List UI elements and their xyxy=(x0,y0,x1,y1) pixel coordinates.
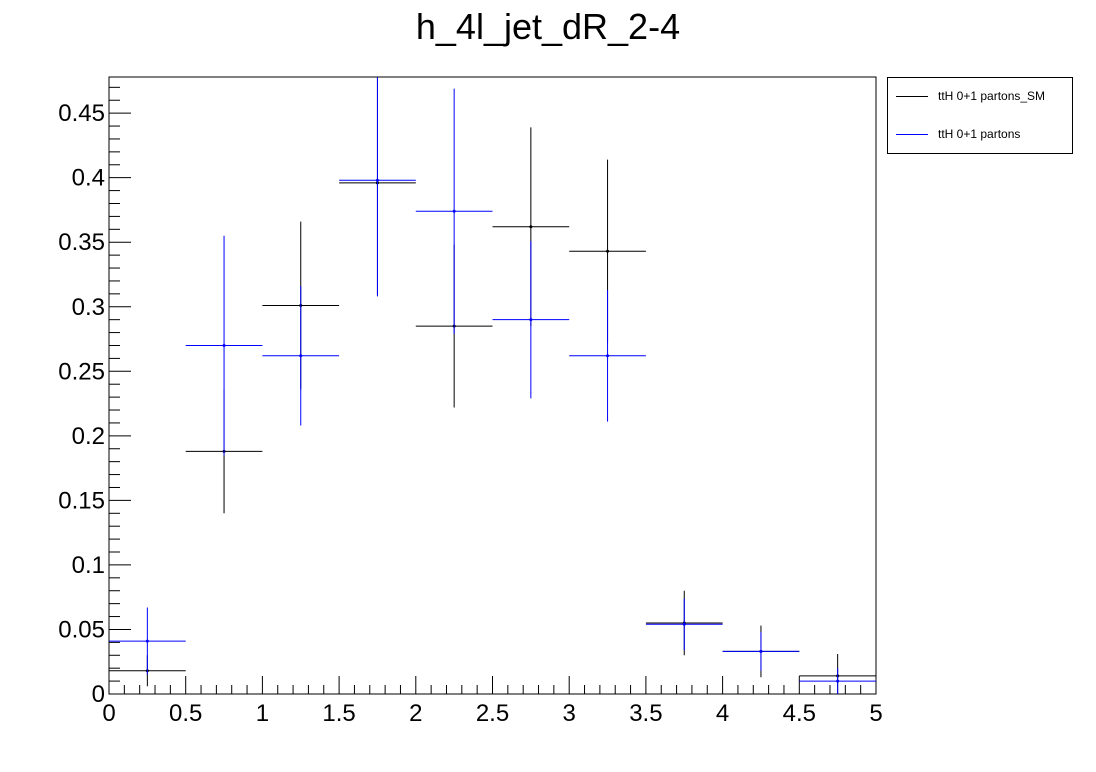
x-tick-label: 0.5 xyxy=(169,700,202,727)
x-tick-label: 4.5 xyxy=(783,700,816,727)
data-point xyxy=(529,225,533,229)
data-point xyxy=(759,649,763,653)
legend-label: ttH 0+1 partons xyxy=(938,127,1021,141)
y-tick-label: 0.4 xyxy=(72,165,105,192)
y-axis: 0 0.05 0.1 0.15 0.2 0.25 0.3 0.35 0.4 0.45 xyxy=(58,86,131,708)
legend-line-swatch xyxy=(896,133,928,135)
x-tick-label: 2 xyxy=(409,700,422,727)
y-tick-label: 0.3 xyxy=(72,294,105,321)
data-point xyxy=(222,343,226,347)
y-tick-label: 0.25 xyxy=(58,358,105,385)
y-tick-label: 0.45 xyxy=(58,100,105,127)
x-tick-label: 0 xyxy=(102,700,115,727)
y-tick-label: 0.05 xyxy=(58,616,105,643)
data-point xyxy=(606,249,610,253)
x-tick-label: 3.5 xyxy=(629,700,662,727)
chart-title: h_4l_jet_dR_2-4 xyxy=(415,6,681,47)
y-tick-label: 0.15 xyxy=(58,487,105,514)
data-point xyxy=(452,209,456,213)
legend: ttH 0+1 partons_SM ttH 0+1 partons xyxy=(887,77,1073,154)
series-ttH-0plus1-partons xyxy=(109,77,876,694)
x-tick-label: 1.5 xyxy=(322,700,355,727)
y-tick-label: 0 xyxy=(92,681,105,708)
data-point xyxy=(375,178,379,182)
y-tick-label: 0.35 xyxy=(58,229,105,256)
series-layer xyxy=(109,77,876,694)
data-point xyxy=(529,318,533,322)
legend-entry-sm: ttH 0+1 partons_SM xyxy=(896,86,1045,106)
y-tick-label: 0.2 xyxy=(72,423,105,450)
x-tick-label: 3 xyxy=(563,700,576,727)
y-tick-label: 0.1 xyxy=(72,552,105,579)
x-axis: 0 0.5 1 1.5 2 2.5 3 3.5 4 4.5 5 xyxy=(102,676,883,727)
legend-line-swatch xyxy=(896,95,928,97)
data-point xyxy=(299,354,303,358)
data-point xyxy=(145,639,149,643)
legend-entry-partons: ttH 0+1 partons xyxy=(896,124,1020,144)
x-tick-label: 4 xyxy=(716,700,729,727)
x-tick-label: 5 xyxy=(869,700,882,727)
data-point xyxy=(682,622,686,626)
x-tick-label: 1 xyxy=(256,700,269,727)
data-point xyxy=(836,679,840,683)
legend-label: ttH 0+1 partons_SM xyxy=(938,89,1046,103)
data-point xyxy=(606,354,610,358)
x-tick-label: 2.5 xyxy=(476,700,509,727)
